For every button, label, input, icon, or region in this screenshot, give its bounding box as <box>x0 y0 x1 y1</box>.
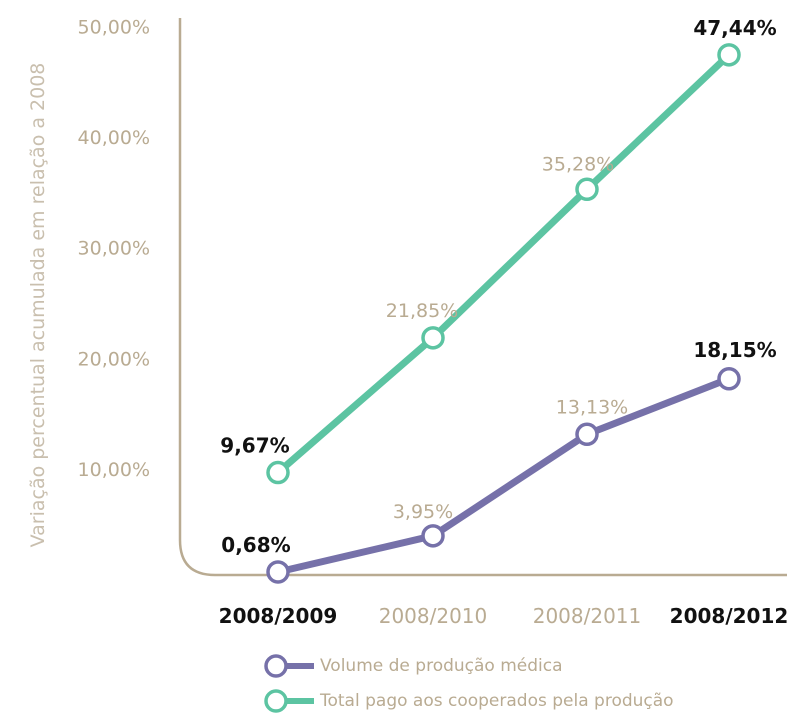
data-label: 35,28% <box>542 153 614 175</box>
legend-item-total: Total pago aos cooperados pela produção <box>262 689 674 713</box>
data-label: 3,95% <box>393 501 453 523</box>
x-tick-label: 2008/2012 <box>670 604 787 628</box>
data-point <box>421 524 445 548</box>
y-axis-label: Variação percentual acumulada em relação… <box>27 63 49 548</box>
line-chart: Variação percentual acumulada em relação… <box>27 16 787 628</box>
data-point <box>266 460 290 485</box>
data-point <box>575 177 599 202</box>
legend-item-volume: Volume de produção médica <box>262 654 563 678</box>
data-point <box>266 560 290 584</box>
legend-label-volume: Volume de produção médica <box>320 656 563 676</box>
y-axis-ticks: 10,00% 20,00% 30,00% 40,00% 50,00% <box>78 17 150 481</box>
data-label: 0,68% <box>221 533 290 557</box>
chart-axis <box>178 18 787 577</box>
data-point <box>421 326 445 350</box>
data-point <box>575 422 599 447</box>
data-label: 47,44% <box>693 16 776 40</box>
series-line <box>274 375 733 576</box>
y-tick-label: 50,00% <box>78 17 150 39</box>
x-tick-label: 2008/2010 <box>379 604 488 628</box>
legend-label-total: Total pago aos cooperados pela produção <box>320 691 674 711</box>
series-line <box>274 51 733 477</box>
y-tick-label: 30,00% <box>78 238 150 260</box>
data-label: 13,13% <box>556 396 628 418</box>
data-points <box>266 43 741 584</box>
series-lines <box>274 51 733 576</box>
data-point <box>717 367 741 391</box>
legend-swatch-total <box>264 689 314 713</box>
x-tick-label: 2008/2009 <box>219 604 338 628</box>
x-tick-label: 2008/2011 <box>533 604 642 628</box>
data-label: 18,15% <box>693 338 776 362</box>
y-tick-label: 20,00% <box>78 348 150 370</box>
data-label: 21,85% <box>386 300 458 322</box>
legend-swatch-volume <box>264 654 314 678</box>
y-tick-label: 10,00% <box>78 459 150 481</box>
x-axis-labels: 2008/2009 2008/2010 2008/2011 2008/2012 <box>219 604 787 628</box>
data-labels: 0,68% 3,95% 13,13% 18,15% 9,67% 21,85% 35,28% 4… <box>220 16 776 557</box>
y-tick-label: 40,00% <box>78 127 150 149</box>
data-point <box>717 43 741 67</box>
data-label: 9,67% <box>220 434 289 458</box>
